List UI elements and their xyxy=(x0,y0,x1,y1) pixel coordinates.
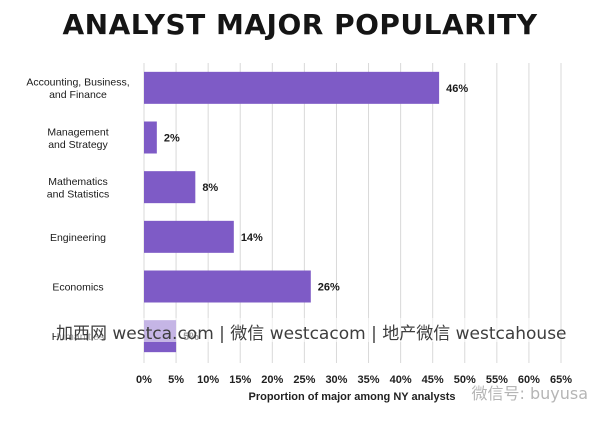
x-tick-label: 45% xyxy=(422,374,444,386)
category-label: Accounting, Business, and Finance xyxy=(26,77,129,102)
x-tick-label: 15% xyxy=(229,374,251,386)
bar xyxy=(144,121,157,154)
watermark-band xyxy=(56,318,540,342)
bar-value-label: 2% xyxy=(164,133,180,145)
watermark-text: 加西网 westca.com | 微信 westcacom | 地产微信 wes… xyxy=(56,324,567,344)
category-label: Engineering xyxy=(50,232,106,244)
watermark-corner-text: 微信号: buyusa xyxy=(471,384,588,403)
category-label: Economics xyxy=(52,282,103,294)
bar xyxy=(144,270,311,303)
x-tick-label: 25% xyxy=(293,374,315,386)
x-tick-label: 65% xyxy=(550,374,572,386)
bar-value-label: 14% xyxy=(241,232,263,244)
x-axis-ticks: 0% 5% 10% 15% 20% 25% 30% 35% 40% 45% 50% 55% 60% 65% xyxy=(136,374,572,386)
x-tick-label: 30% xyxy=(325,374,347,386)
x-tick-label: 10% xyxy=(197,374,219,386)
bar-value-label: 46% xyxy=(446,83,468,95)
bar xyxy=(144,220,234,253)
category-label: Mathematics and Statistics xyxy=(47,176,109,201)
chart-title: ANALYST MAJOR POPULARITY xyxy=(62,8,538,41)
bar xyxy=(144,171,196,204)
bar-value-label: 26% xyxy=(318,282,340,294)
x-axis-title: Proportion of major among NY analysts xyxy=(249,391,456,403)
x-tick-label: 0% xyxy=(136,374,152,386)
x-tick-label: 55% xyxy=(486,374,508,386)
gridlines xyxy=(143,63,562,363)
value-labels: 46%2%8%14%26%5% xyxy=(164,83,469,343)
x-tick-label: 60% xyxy=(518,374,540,386)
x-tick-label: 50% xyxy=(454,374,476,386)
bar-value-label: 8% xyxy=(202,182,218,194)
x-tick-label: 40% xyxy=(390,374,412,386)
x-tick-label: 35% xyxy=(358,374,380,386)
x-tick-label: 20% xyxy=(261,374,283,386)
bar xyxy=(144,71,440,104)
category-labels: Accounting, Business, and Finance Manageme… xyxy=(26,77,129,344)
category-label: Management and Strategy xyxy=(47,126,108,151)
bars xyxy=(144,71,440,353)
x-tick-label: 5% xyxy=(168,374,184,386)
